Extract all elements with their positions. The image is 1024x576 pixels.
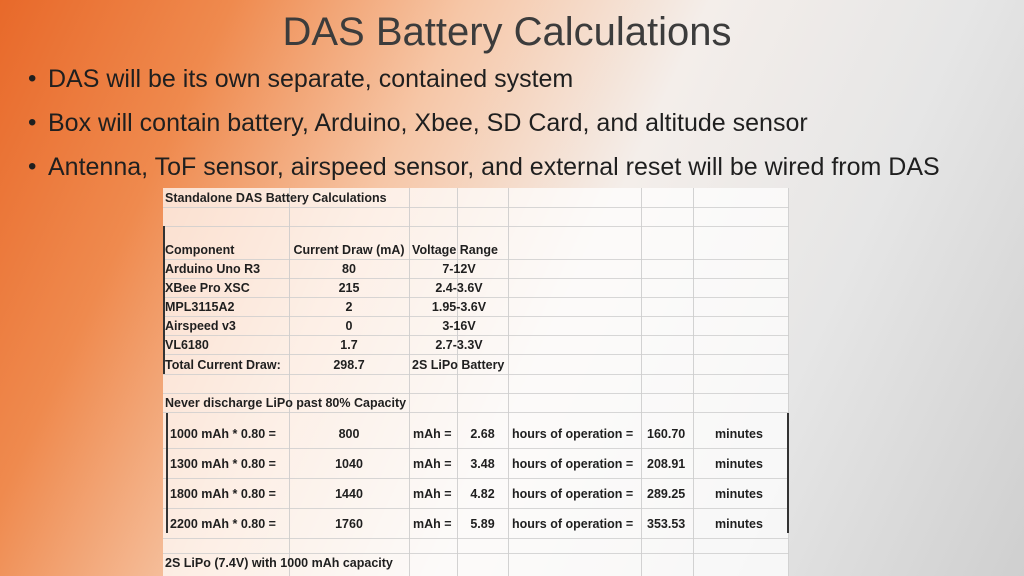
bullet-item: • Antenna, ToF sensor, airspeed sensor, a… (28, 148, 940, 192)
table-cell: 3-16V (442, 319, 476, 333)
slide-title: DAS Battery Calculations (282, 10, 732, 54)
table-cell: 0 (345, 319, 353, 333)
table-cell: 2 (345, 300, 353, 314)
calc-result: 1760 (335, 517, 363, 531)
grid-line (163, 374, 789, 375)
calc-hours-label: hours of operation = (512, 457, 634, 471)
calc-minutes-label: minutes (715, 487, 763, 501)
grid-line (289, 188, 290, 576)
grid-line (163, 316, 789, 317)
bullet-dot-icon: • (28, 153, 37, 180)
table-cell: 2.7-3.3V (435, 338, 483, 352)
battery-footer-note: 2S LiPo (7.4V) with 1000 mAh capacity (165, 556, 393, 570)
grid-line (163, 297, 789, 298)
grid-line (163, 538, 789, 539)
calc-expression: 1300 mAh * 0.80 = (170, 457, 276, 471)
calc-result: 800 (338, 427, 360, 441)
table-cell: 7-12V (442, 262, 476, 276)
bullet-text: Box will contain battery, Arduino, Xbee,… (48, 109, 808, 137)
grid-line (163, 278, 789, 279)
calc-expression: 1000 mAh * 0.80 = (170, 427, 276, 441)
table-cell: Arduino Uno R3 (165, 262, 261, 276)
grid-line (163, 553, 789, 554)
grid-line (788, 188, 789, 576)
bullet-item: • DAS will be its own separate, contained… (28, 60, 940, 104)
calc-unit: mAh = (413, 487, 452, 501)
bullet-text: DAS will be its own separate, contained … (48, 65, 574, 93)
calc-hours: 2.68 (470, 427, 495, 441)
calc-expression: 1800 mAh * 0.80 = (170, 487, 276, 501)
grid-line (693, 188, 694, 576)
cell-border (166, 413, 168, 533)
battery-type: 2S LiPo Battery (412, 358, 505, 372)
calc-minutes-label: minutes (715, 517, 763, 531)
bullet-item: • Box will contain battery, Arduino, Xbee… (28, 104, 940, 148)
table-cell: 1.95-3.6V (431, 300, 487, 314)
grid-line (163, 226, 789, 227)
calc-unit: mAh = (413, 457, 452, 471)
grid-line (163, 354, 789, 355)
calc-minutes: 353.53 (647, 517, 686, 531)
calc-unit: mAh = (413, 517, 452, 531)
table-cell: XBee Pro XSC (165, 281, 250, 295)
grid-line (508, 188, 509, 576)
calc-hours: 4.82 (470, 487, 495, 501)
grid-line (163, 335, 789, 336)
calc-result: 1040 (335, 457, 363, 471)
grid-line (163, 412, 789, 413)
bullet-dot-icon: • (28, 65, 37, 92)
grid-line (163, 478, 789, 479)
table-cell: 2.4-3.6V (435, 281, 483, 295)
table-cell: 1.7 (340, 338, 358, 352)
grid-line (163, 508, 789, 509)
cell-border (787, 413, 789, 533)
bullet-dot-icon: • (28, 109, 37, 136)
table-cell: Airspeed v3 (165, 319, 236, 333)
calc-hours: 5.89 (470, 517, 495, 531)
column-header-component: Component (165, 243, 235, 257)
bullet-list: • DAS will be its own separate, contained… (28, 60, 940, 192)
spreadsheet-table: Standalone DAS Battery Calculations Comp… (163, 188, 789, 576)
grid-line (163, 207, 789, 208)
table-cell: MPL3115A2 (165, 300, 235, 314)
calc-result: 1440 (335, 487, 363, 501)
calc-hours-label: hours of operation = (512, 487, 634, 501)
discharge-note: Never discharge LiPo past 80% Capacity (165, 396, 407, 410)
calc-minutes: 208.91 (647, 457, 686, 471)
calc-hours: 3.48 (470, 457, 495, 471)
calc-hours-label: hours of operation = (512, 427, 634, 441)
calc-unit: mAh = (413, 427, 452, 441)
column-header-voltage: Voltage Range (412, 243, 498, 257)
total-value: 298.7 (333, 358, 365, 372)
calc-minutes-label: minutes (715, 457, 763, 471)
column-header-current: Current Draw (mA) (293, 243, 405, 257)
bullet-text: Antenna, ToF sensor, airspeed sensor, an… (48, 153, 940, 181)
cell-border (163, 226, 165, 374)
table-cell: 80 (342, 262, 356, 276)
grid-line (641, 188, 642, 576)
grid-line (457, 188, 458, 576)
table-cell: VL6180 (165, 338, 209, 352)
table-heading: Standalone DAS Battery Calculations (165, 191, 387, 205)
calc-minutes: 289.25 (647, 487, 686, 501)
calc-hours-label: hours of operation = (512, 517, 634, 531)
grid-line (409, 188, 410, 576)
grid-line (163, 448, 789, 449)
grid-line (163, 259, 789, 260)
calc-minutes: 160.70 (647, 427, 686, 441)
grid-line (163, 393, 789, 394)
total-label: Total Current Draw: (165, 358, 281, 372)
calc-minutes-label: minutes (715, 427, 763, 441)
calc-expression: 2200 mAh * 0.80 = (170, 517, 276, 531)
table-cell: 215 (338, 281, 360, 295)
